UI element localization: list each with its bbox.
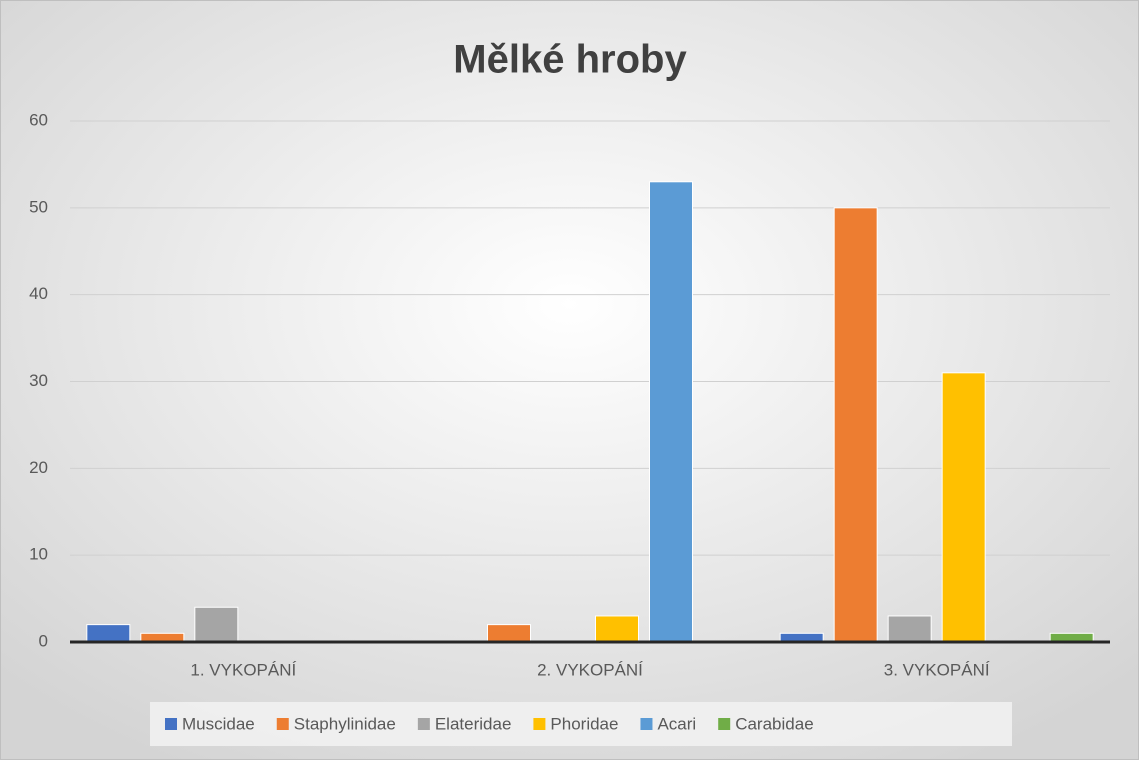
y-tick-label: 10 [29, 545, 48, 564]
legend-swatch [718, 718, 731, 730]
legend-swatch [640, 718, 653, 730]
chart-title: Mělké hroby [453, 38, 687, 82]
x-tick-label: 1. VYKOPÁNÍ [190, 660, 296, 679]
y-tick-label: 30 [29, 371, 48, 390]
y-tick-label: 0 [39, 631, 48, 650]
bar [941, 372, 986, 643]
bar [86, 624, 131, 643]
y-tick-label: 60 [29, 110, 48, 129]
bar [833, 207, 878, 643]
legend-label: Phoridae [550, 714, 618, 733]
y-tick-label: 40 [29, 284, 48, 303]
bar [649, 181, 693, 643]
bar [595, 615, 639, 643]
legend-swatch [276, 718, 289, 730]
bar [887, 615, 932, 643]
bar [487, 624, 531, 643]
legend-swatch [533, 718, 546, 730]
legend-label: Muscidae [182, 714, 255, 733]
y-tick-label: 20 [29, 458, 48, 477]
x-tick-label: 2. VYKOPÁNÍ [537, 660, 643, 679]
legend-box [150, 702, 1012, 746]
bar [194, 606, 239, 643]
legend-label: Acari [657, 714, 696, 733]
x-tick-label: 3. VYKOPÁNÍ [884, 660, 990, 679]
legend-label: Carabidae [735, 714, 813, 733]
legend-label: Staphylinidae [294, 714, 396, 733]
legend-swatch [165, 718, 177, 730]
legend-label: Elateridae [435, 714, 512, 733]
y-tick-label: 50 [29, 197, 48, 216]
legend-swatch [417, 718, 430, 730]
